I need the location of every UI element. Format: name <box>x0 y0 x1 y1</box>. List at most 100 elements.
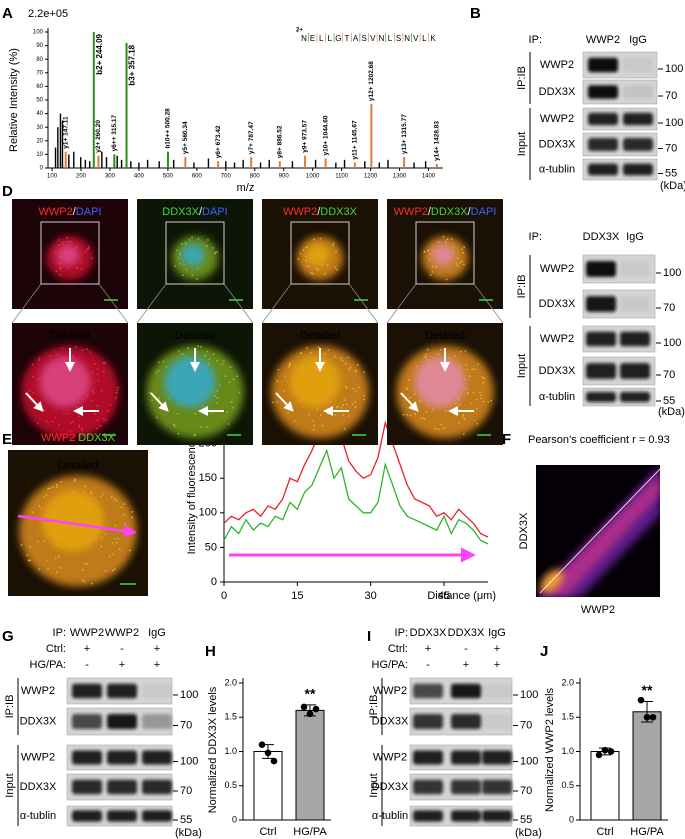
speckle <box>207 362 210 364</box>
speckle <box>56 571 58 574</box>
speckle <box>463 418 466 420</box>
speckle <box>60 480 63 483</box>
group-label: Input <box>368 773 380 797</box>
speckle <box>414 413 416 416</box>
nucleus <box>42 490 104 552</box>
speckle <box>327 349 330 352</box>
speckle <box>332 244 334 247</box>
y-tick-label: 1.0 <box>561 746 574 756</box>
speckle <box>46 559 49 562</box>
speckle <box>128 549 131 552</box>
speckle <box>90 493 93 495</box>
speckle <box>442 427 445 430</box>
speckle <box>90 582 93 585</box>
marker-label: 100 <box>665 63 683 75</box>
nucleus <box>39 356 91 408</box>
y-tick-label: 40 <box>36 111 43 117</box>
x-tick-label: 200 <box>76 174 87 180</box>
x-tick-label: 1100 <box>335 174 349 180</box>
title-part: DDX3X <box>78 432 115 444</box>
marker-label: 100 <box>663 267 681 279</box>
title-part: WWP2 <box>39 206 73 218</box>
nucleus <box>431 244 455 266</box>
speckle <box>185 268 188 271</box>
speckle <box>216 359 219 362</box>
x-tick-label: 800 <box>250 174 261 180</box>
bar <box>295 709 325 821</box>
speckle <box>191 236 193 239</box>
speckle <box>308 265 311 268</box>
speckle <box>37 540 39 543</box>
speckle <box>123 503 126 505</box>
speckle <box>312 428 315 431</box>
speckle <box>206 245 208 247</box>
speckle <box>336 268 339 271</box>
speckle <box>115 541 118 544</box>
blot-band <box>413 683 443 699</box>
x-tick-label: 600 <box>192 174 203 180</box>
speckle <box>337 405 340 408</box>
speckle <box>487 400 490 403</box>
speckle <box>176 412 179 415</box>
residue: L <box>328 34 333 43</box>
image-title: WWP2/DAPI <box>39 206 102 218</box>
speckle <box>444 409 447 412</box>
speckle <box>425 356 428 358</box>
data-point <box>637 696 645 704</box>
detailed-label: Detailed <box>425 330 465 342</box>
peak-label: y2+ 260.20 <box>95 120 102 153</box>
blot-band <box>413 750 443 765</box>
x-tick-label: Ctrl <box>596 826 613 838</box>
lane-label: IgG <box>488 627 506 639</box>
y-tick-label: 1.5 <box>561 712 574 722</box>
speckle <box>94 363 97 365</box>
speckle <box>319 414 322 416</box>
residue: V <box>413 34 419 43</box>
speckle <box>29 545 32 548</box>
speckle <box>445 278 448 281</box>
speckle <box>182 263 185 266</box>
y-tick-label: 30 <box>36 125 43 131</box>
group-label: IP:IB <box>516 66 528 90</box>
y-axis-label: Intensity of fluorescence <box>186 436 198 555</box>
speckle <box>342 404 345 406</box>
condition-mark: + <box>119 659 125 671</box>
peak-label: b10++ 500.28 <box>165 108 172 149</box>
speckle <box>100 389 103 392</box>
x-tick-label: HG/PA <box>293 826 327 838</box>
speckle <box>66 241 69 243</box>
speckle <box>87 246 90 248</box>
speckle <box>179 253 181 256</box>
speckle <box>459 350 462 353</box>
blot-band <box>451 683 481 699</box>
x-tick-label: 1200 <box>364 174 378 180</box>
speckle <box>363 394 365 397</box>
blot-band <box>451 779 481 795</box>
y-tick-label: 0 <box>232 814 237 824</box>
x-tick-label: 45 <box>438 590 450 602</box>
speckle <box>96 404 99 407</box>
speckle <box>464 350 467 352</box>
row-label: WWP2 <box>21 685 55 697</box>
speckle <box>56 353 59 356</box>
speckle <box>38 568 41 570</box>
title-part: DDX3X <box>162 206 199 218</box>
data-point <box>270 757 278 765</box>
blot-band <box>586 331 616 347</box>
nucleus <box>56 244 80 266</box>
speckle <box>459 403 462 406</box>
y-axis-label: Normalized WWP2 levels <box>544 687 556 812</box>
title-part: DAPI <box>202 206 228 218</box>
speckle <box>419 399 422 401</box>
speckle <box>157 369 160 372</box>
condition-mark: + <box>494 659 500 671</box>
speckle <box>81 349 84 352</box>
peak-label: y11+ 1145.67 <box>352 120 359 160</box>
condition-mark: - <box>85 659 89 671</box>
speckle <box>26 554 29 557</box>
peak-label: y5+ 560.34 <box>182 121 189 154</box>
blot-band <box>588 163 618 176</box>
speckle <box>86 395 89 397</box>
y-tick-label: 2.0 <box>224 677 237 687</box>
y-tick-label: 100 <box>199 507 217 519</box>
